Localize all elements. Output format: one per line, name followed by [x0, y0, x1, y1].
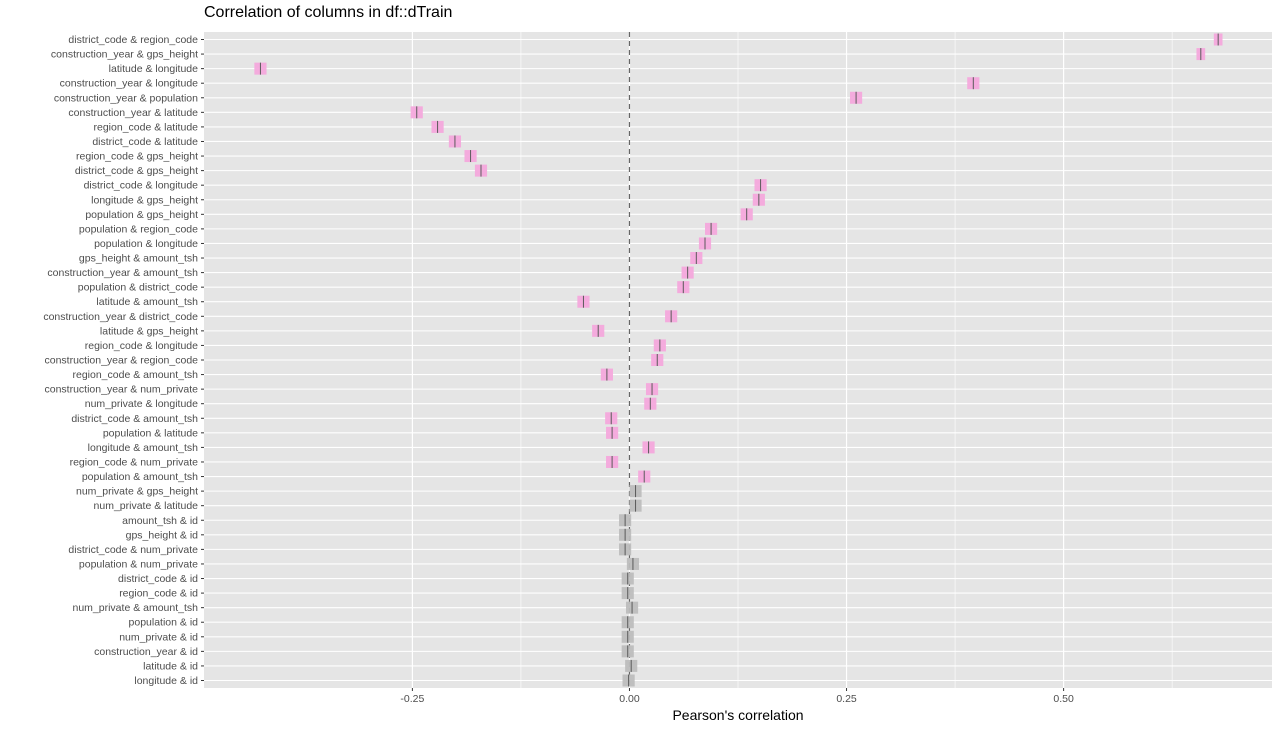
y-tick-label: district_code & id: [118, 573, 198, 585]
y-tick-label: district_code & latitude: [92, 136, 198, 148]
x-axis: -0.25 0.00 0.25 0.50: [400, 688, 1074, 705]
y-tick-label: longitude & amount_tsh: [88, 442, 198, 454]
y-tick-label: population & longitude: [94, 238, 198, 250]
y-tick-label: longitude & gps_height: [91, 194, 198, 206]
y-tick-label: construction_year & amount_tsh: [47, 267, 198, 279]
y-tick-label: construction_year & longitude: [60, 78, 198, 90]
y-tick-label: region_code & longitude: [85, 340, 198, 352]
x-tick-label: -0.25: [400, 693, 424, 705]
y-tick-label: construction_year & district_code: [43, 311, 198, 323]
x-tick-label: 0.50: [1053, 693, 1074, 705]
y-tick-label: population & gps_height: [85, 209, 198, 221]
y-tick-label: region_code & amount_tsh: [72, 369, 198, 381]
y-tick-label: gps_height & id: [126, 529, 199, 541]
y-tick-label: latitude & amount_tsh: [96, 296, 198, 308]
y-tick-label: construction_year & num_private: [45, 384, 199, 396]
major-gridlines: [204, 32, 1272, 688]
y-tick-label: construction_year & region_code: [44, 355, 198, 367]
y-tick-label: amount_tsh & id: [122, 515, 198, 527]
y-tick-label: num_private & id: [119, 631, 198, 643]
y-tick-label: district_code & amount_tsh: [71, 413, 198, 425]
chart-title: Correlation of columns in df::dTrain: [204, 4, 453, 21]
x-axis-title: Pearson's correlation: [672, 707, 803, 723]
y-tick-label: population & latitude: [103, 427, 198, 439]
y-tick-label: latitude & longitude: [109, 63, 198, 75]
correlation-marks: [254, 33, 1223, 687]
y-tick-label: construction_year & id: [94, 646, 198, 658]
y-tick-label: construction_year & latitude: [68, 107, 198, 119]
y-tick-label: gps_height & amount_tsh: [79, 253, 198, 265]
y-tick-label: latitude & id: [143, 660, 198, 672]
y-tick-label: region_code & num_private: [70, 456, 199, 468]
y-tick-label: num_private & latitude: [94, 500, 199, 512]
y-tick-label: num_private & gps_height: [76, 486, 198, 498]
y-tick-label: num_private & longitude: [85, 398, 198, 410]
y-tick-label: population & region_code: [79, 223, 198, 235]
y-tick-label: num_private & amount_tsh: [73, 602, 199, 614]
y-tick-label: district_code & gps_height: [75, 165, 198, 177]
y-tick-label: region_code & id: [119, 588, 198, 600]
y-tick-label: district_code & region_code: [68, 34, 198, 46]
y-tick-label: latitude & gps_height: [100, 325, 198, 337]
y-tick-label: population & amount_tsh: [82, 471, 198, 483]
y-tick-label: region_code & latitude: [94, 121, 199, 133]
y-tick-label: population & id: [129, 617, 199, 629]
y-tick-label: district_code & num_private: [68, 544, 198, 556]
y-tick-label: longitude & id: [134, 675, 198, 687]
y-tick-label: construction_year & gps_height: [51, 49, 198, 61]
y-tick-label: district_code & longitude: [84, 180, 199, 192]
x-tick-label: 0.25: [836, 693, 857, 705]
y-tick-label: population & num_private: [79, 558, 198, 570]
y-tick-label: population & district_code: [78, 282, 198, 294]
y-tick-label: construction_year & population: [54, 92, 198, 104]
y-axis-labels: district_code & region_code construction_…: [43, 34, 204, 687]
x-tick-label: 0.00: [619, 693, 640, 705]
y-tick-label: region_code & gps_height: [76, 151, 198, 163]
